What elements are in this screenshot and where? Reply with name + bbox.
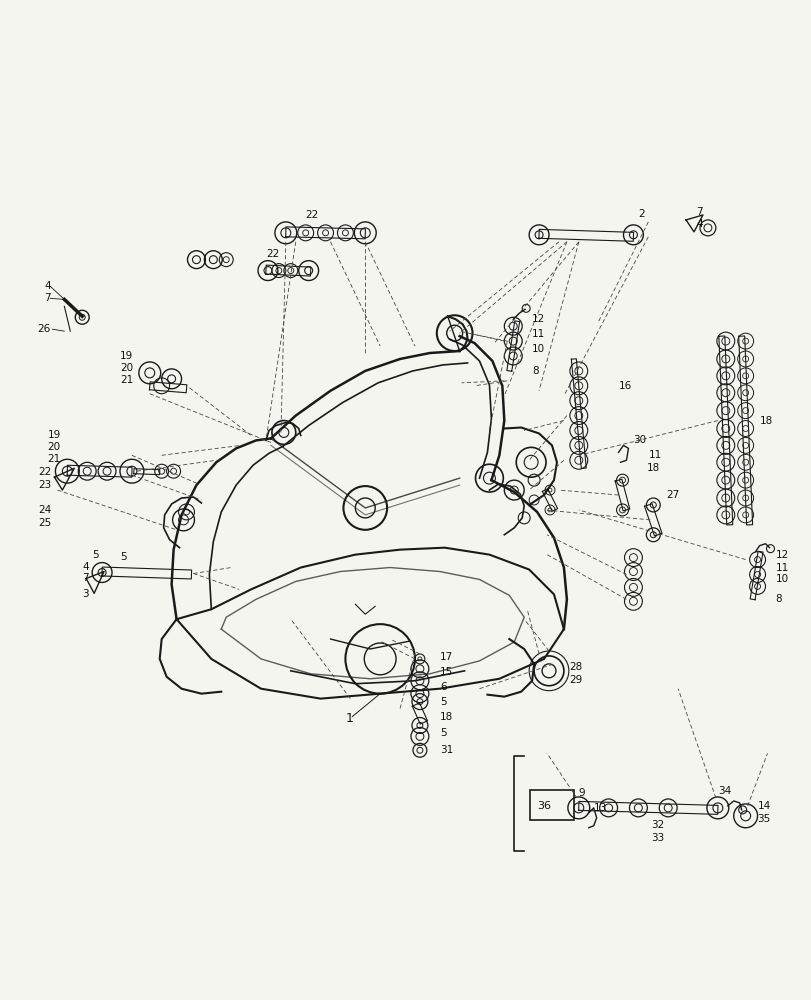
Text: 22: 22 bbox=[266, 249, 279, 259]
Text: 12: 12 bbox=[531, 314, 545, 324]
Text: 7: 7 bbox=[695, 207, 702, 217]
Text: 20: 20 bbox=[120, 363, 133, 373]
Text: 30: 30 bbox=[633, 435, 646, 445]
Text: 19: 19 bbox=[47, 430, 61, 440]
Text: 18: 18 bbox=[440, 712, 453, 722]
Text: 10: 10 bbox=[531, 344, 544, 354]
Text: 28: 28 bbox=[569, 662, 581, 672]
Text: 24: 24 bbox=[38, 505, 52, 515]
Text: 11: 11 bbox=[775, 563, 787, 573]
Text: 4: 4 bbox=[695, 219, 702, 229]
Text: 12: 12 bbox=[775, 550, 787, 560]
Text: 34: 34 bbox=[717, 786, 730, 796]
Text: 25: 25 bbox=[38, 518, 52, 528]
Text: 11: 11 bbox=[531, 329, 545, 339]
Text: 2: 2 bbox=[637, 209, 644, 219]
Text: 3: 3 bbox=[82, 589, 88, 599]
Text: 7: 7 bbox=[82, 573, 88, 583]
Text: 18: 18 bbox=[646, 463, 659, 473]
Text: 8: 8 bbox=[531, 366, 538, 376]
Text: 7: 7 bbox=[45, 293, 51, 303]
Text: 5: 5 bbox=[440, 728, 446, 738]
Text: 14: 14 bbox=[757, 801, 770, 811]
Text: 29: 29 bbox=[569, 675, 581, 685]
Text: 8: 8 bbox=[775, 594, 781, 604]
Text: 13: 13 bbox=[593, 803, 606, 813]
Text: 21: 21 bbox=[47, 454, 61, 464]
Text: 27: 27 bbox=[665, 490, 679, 500]
Text: 5: 5 bbox=[440, 697, 446, 707]
Text: 18: 18 bbox=[758, 416, 772, 426]
Text: 36: 36 bbox=[536, 801, 551, 811]
Text: 32: 32 bbox=[650, 820, 663, 830]
Text: 17: 17 bbox=[440, 652, 453, 662]
Text: 4: 4 bbox=[82, 562, 88, 572]
Text: 26: 26 bbox=[37, 324, 51, 334]
Text: 21: 21 bbox=[120, 375, 133, 385]
Text: 1: 1 bbox=[345, 712, 353, 725]
Text: 5: 5 bbox=[92, 550, 99, 560]
Text: 33: 33 bbox=[650, 833, 663, 843]
Text: 31: 31 bbox=[440, 745, 453, 755]
Text: 35: 35 bbox=[757, 814, 770, 824]
Text: 5: 5 bbox=[120, 552, 127, 562]
Text: 15: 15 bbox=[440, 667, 453, 677]
Text: 22: 22 bbox=[305, 210, 319, 220]
Text: 10: 10 bbox=[775, 574, 787, 584]
Text: 6: 6 bbox=[440, 682, 446, 692]
Text: 22: 22 bbox=[38, 467, 52, 477]
Text: 11: 11 bbox=[647, 450, 661, 460]
Text: 4: 4 bbox=[45, 281, 51, 291]
Text: 9: 9 bbox=[578, 788, 585, 798]
Text: 16: 16 bbox=[618, 381, 631, 391]
Text: 19: 19 bbox=[120, 351, 133, 361]
Text: 20: 20 bbox=[47, 442, 61, 452]
Text: 23: 23 bbox=[38, 480, 52, 490]
